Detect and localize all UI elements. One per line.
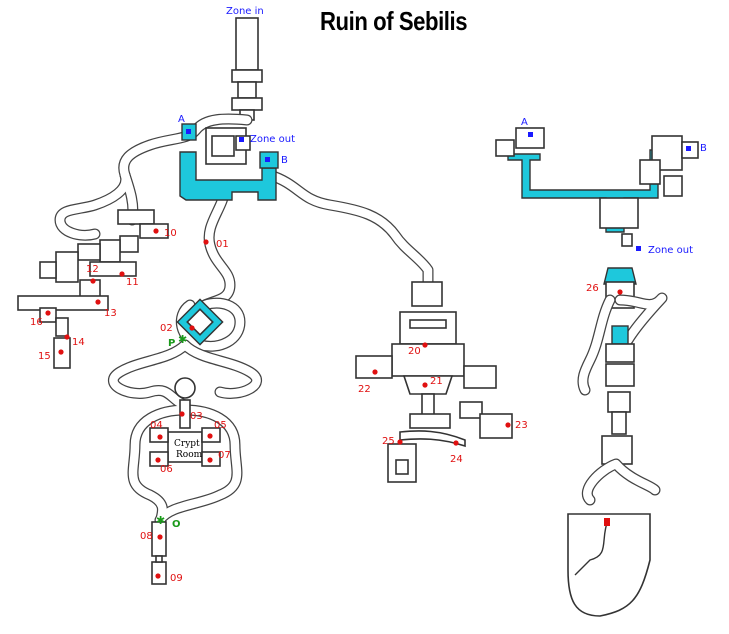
location-26-label: 26	[586, 283, 599, 294]
zone-in-label: Zone in	[226, 6, 264, 17]
crypt-room-label-1: Crypt	[174, 439, 200, 449]
zone-out-right-label: Zone out	[648, 245, 693, 256]
portal-right-a-marker	[528, 132, 533, 137]
location-01-label: 01	[216, 239, 229, 250]
crypt-area	[107, 339, 263, 585]
location-06-label: 06	[160, 464, 173, 475]
location-21-label: 21	[430, 376, 443, 387]
portal-left-b-marker	[265, 157, 270, 162]
zone-out-right-marker	[636, 246, 641, 251]
location-14-label: 14	[72, 337, 85, 348]
right-section	[495, 127, 699, 617]
marker-p-star-icon: ✱	[178, 333, 187, 346]
loop-02	[175, 297, 246, 352]
location-25-label: 25	[382, 436, 395, 447]
location-10-label: 10	[164, 228, 177, 239]
location-15-label: 15	[38, 351, 51, 362]
marker-o-star-icon: ✱	[156, 514, 165, 527]
location-11-label: 11	[126, 277, 139, 288]
zone-out-left-label: Zone out	[250, 134, 295, 145]
zone-out-left-marker	[239, 137, 244, 142]
location-03-label: 03	[190, 411, 203, 422]
portal-right-a-label: A	[521, 117, 528, 128]
portal-left-a-marker	[186, 129, 191, 134]
marker-p-label: P	[168, 338, 175, 349]
location-02-label: 02	[160, 323, 173, 334]
west-cluster	[17, 209, 169, 369]
location-dots	[45, 228, 623, 579]
portal-right-b-label: B	[700, 143, 707, 154]
marker-o-label: O	[172, 519, 181, 530]
location-12-label: 12	[86, 264, 99, 275]
location-24-label: 24	[450, 454, 463, 465]
portal-left-b-label: B	[281, 155, 288, 166]
portal-right-b-marker	[686, 146, 691, 151]
location-05-label: 05	[214, 420, 227, 431]
portal-left-a-label: A	[178, 114, 185, 125]
entrance-corridor	[231, 17, 263, 121]
location-22-label: 22	[358, 384, 371, 395]
location-08-label: 08	[140, 531, 153, 542]
central-east-complex	[355, 281, 513, 483]
location-23-label: 23	[515, 420, 528, 431]
location-16-label: 16	[30, 317, 43, 328]
location-09-label: 09	[170, 573, 183, 584]
map-title: Ruin of Sebilis	[320, 6, 468, 36]
crypt-room-label-2: Room	[176, 450, 203, 460]
location-07-label: 07	[218, 450, 231, 461]
location-20-label: 20	[408, 346, 421, 357]
location-04-label: 04	[150, 420, 163, 431]
location-13-label: 13	[104, 308, 117, 319]
